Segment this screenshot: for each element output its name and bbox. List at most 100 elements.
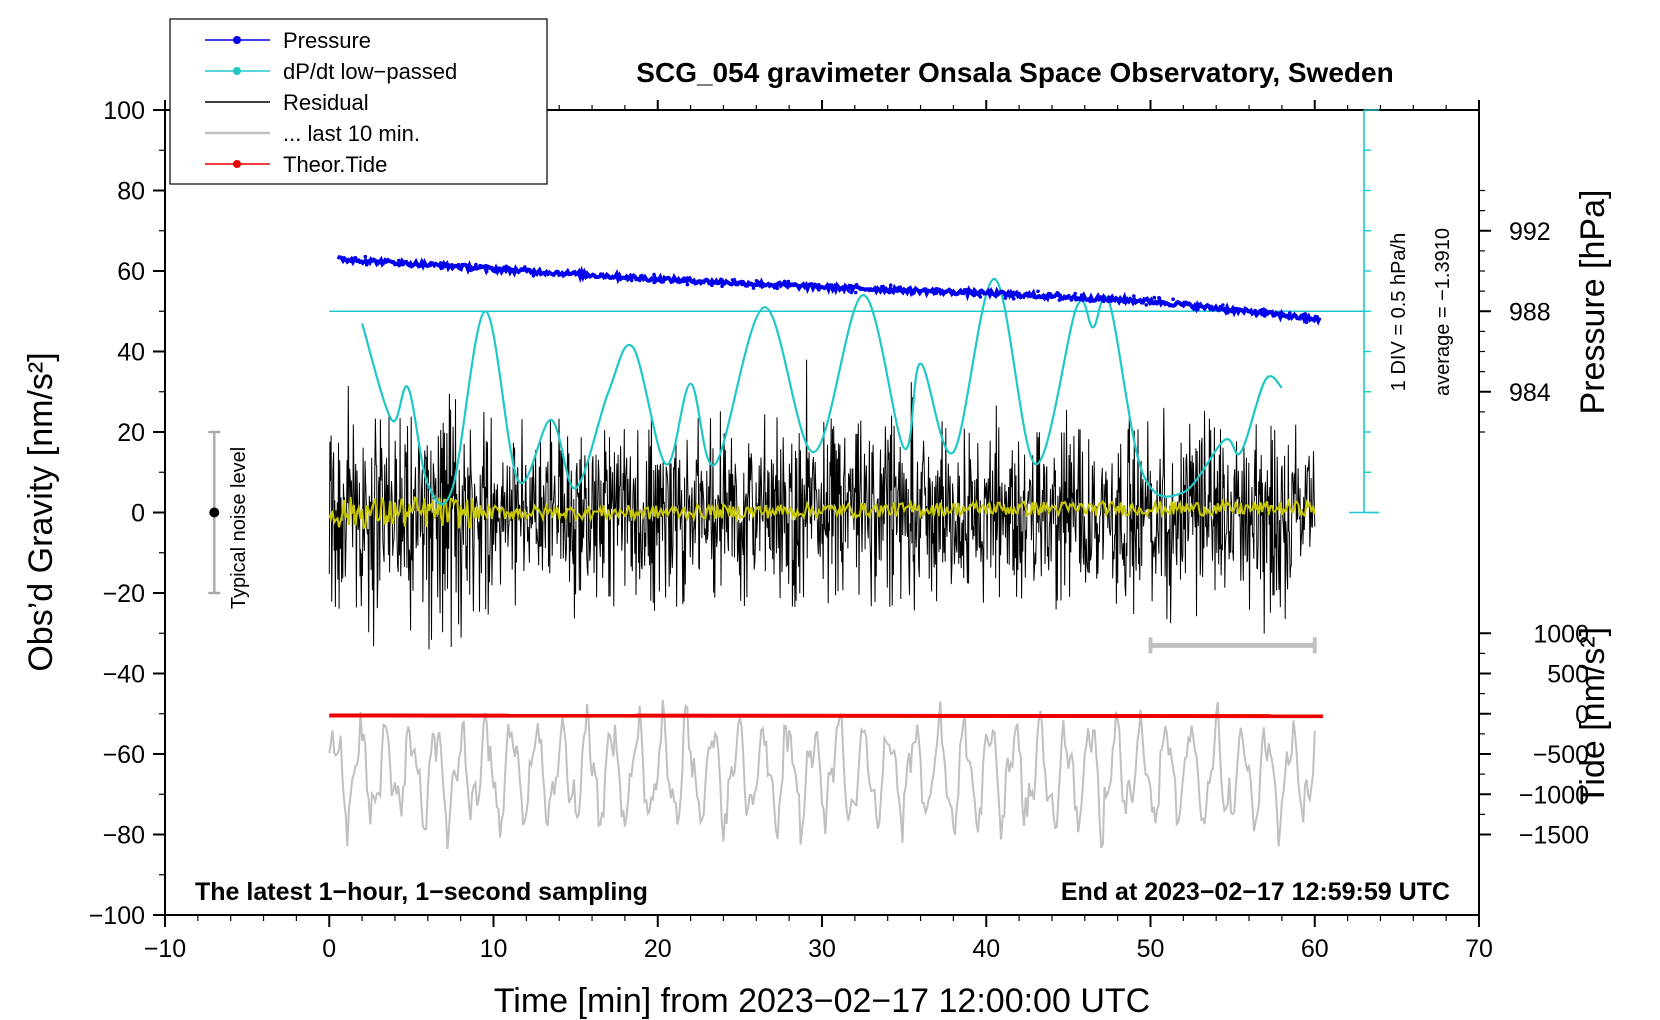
pressure-point xyxy=(469,264,473,269)
pressure-point xyxy=(563,271,568,276)
pressure-point xyxy=(456,262,461,267)
pressure-point xyxy=(1003,296,1008,300)
pressure-point xyxy=(781,281,786,285)
dpdt-series xyxy=(329,277,1365,506)
pressure-tick-label: 984 xyxy=(1509,379,1551,407)
noise-level-label: Typical noise level xyxy=(228,447,250,609)
pressure-point xyxy=(676,279,681,283)
x-axis-label: Time [min] from 2023−02−17 12:00:00 UTC xyxy=(494,982,1150,1020)
pressure-point xyxy=(1058,293,1062,298)
pressure-point xyxy=(1261,309,1265,314)
y-tick-label: 20 xyxy=(117,419,145,447)
pressure-point xyxy=(888,283,893,288)
pressure-point xyxy=(857,287,862,291)
pressure-point xyxy=(638,278,642,283)
pressure-point xyxy=(1157,296,1161,300)
pressure-point xyxy=(1069,298,1074,302)
pressure-point xyxy=(887,290,892,295)
pressure-point xyxy=(1253,308,1257,313)
pressure-point xyxy=(1303,312,1308,316)
pressure-point xyxy=(739,281,744,285)
legend-label: ... last 10 min. xyxy=(283,121,420,146)
pressure-point xyxy=(484,269,489,274)
pressure-point xyxy=(695,280,699,285)
pressure-point xyxy=(1275,312,1279,316)
legend-marker xyxy=(233,160,241,168)
x-tick-label: 60 xyxy=(1301,935,1329,963)
pressure-point xyxy=(1171,297,1175,302)
pressure-point xyxy=(1194,304,1199,308)
pressure-point xyxy=(1278,315,1282,320)
pressure-point xyxy=(1111,296,1116,300)
x-tick-label: 20 xyxy=(644,935,672,963)
pressure-point xyxy=(775,286,779,290)
last-10-min-series xyxy=(328,699,1316,849)
pressure-point xyxy=(853,290,858,295)
pressure-point xyxy=(599,272,603,276)
legend-label: Residual xyxy=(283,90,369,115)
pressure-point xyxy=(1120,299,1125,303)
tide-tick-label: −1000 xyxy=(1519,781,1589,809)
pressure-point xyxy=(792,283,797,288)
pressure-point xyxy=(1144,303,1149,307)
pressure-point xyxy=(720,284,724,289)
pressure-point xyxy=(585,275,589,279)
pressure-point xyxy=(1133,299,1138,303)
x-tick-label: 70 xyxy=(1465,935,1493,963)
pressure-point xyxy=(761,281,765,286)
pressure-line xyxy=(336,254,1322,326)
pressure-point xyxy=(660,278,665,282)
x-tick-label: 30 xyxy=(808,935,836,963)
legend-label: Pressure xyxy=(283,28,371,53)
pressure-point xyxy=(1038,294,1043,299)
pressure-point xyxy=(439,261,443,265)
pressure-point xyxy=(1221,303,1225,307)
pressure-point xyxy=(1011,296,1016,301)
pressure-point xyxy=(1196,307,1200,312)
pressure-point xyxy=(1132,294,1136,298)
pressure-point xyxy=(1262,314,1267,318)
pressure-point xyxy=(978,295,983,299)
pressure-point xyxy=(653,277,657,281)
pressure-point xyxy=(504,264,509,269)
y-tick-label: −80 xyxy=(103,822,145,850)
tide-tick-label: −500 xyxy=(1533,741,1589,769)
pressure-tick-label: 992 xyxy=(1509,218,1551,246)
tide-axis-ticks: −1500 −1000 −500 0 500 1000 xyxy=(1479,620,1589,850)
pressure-point xyxy=(882,286,887,291)
pressure-point xyxy=(995,292,999,296)
pressure-point xyxy=(1151,301,1155,306)
legend-label: Theor.Tide xyxy=(283,152,387,177)
pressure-point xyxy=(730,278,735,282)
pressure-point xyxy=(1180,303,1184,307)
pressure-point xyxy=(652,272,656,277)
footer-right: End at 2023−02−17 12:59:59 UTC xyxy=(1061,878,1450,906)
pressure-point xyxy=(754,279,759,283)
pressure-point xyxy=(898,288,903,293)
pressure-axis-ticks: 984 988 992 xyxy=(1479,189,1551,433)
pressure-point xyxy=(1285,313,1289,318)
pressure-point xyxy=(1036,289,1040,294)
pressure-point xyxy=(557,273,561,277)
pressure-point xyxy=(1281,312,1286,317)
pressure-point xyxy=(1000,289,1005,294)
pressure-point xyxy=(639,274,643,278)
pressure-point xyxy=(1109,299,1113,304)
legend-marker xyxy=(233,67,241,75)
residual-line xyxy=(328,359,1316,650)
pressure-point xyxy=(949,290,953,295)
legend: Pressure dP/dt low−passed Residual ... last… xyxy=(169,18,548,185)
pressure-point xyxy=(626,275,631,279)
pressure-point xyxy=(813,282,817,287)
y-tick-label: 40 xyxy=(117,339,145,367)
pressure-point xyxy=(1182,300,1187,305)
chart-title: SCG_054 gravimeter Onsala Space Observat… xyxy=(636,57,1393,88)
pressure-point xyxy=(828,286,832,290)
pressure-point xyxy=(363,254,368,259)
pressure-point xyxy=(986,288,990,293)
pressure-point xyxy=(1175,300,1179,304)
pressure-tick-label: 988 xyxy=(1509,298,1551,326)
pressure-point xyxy=(1152,295,1157,300)
theoretical-tide-series xyxy=(329,713,1323,719)
